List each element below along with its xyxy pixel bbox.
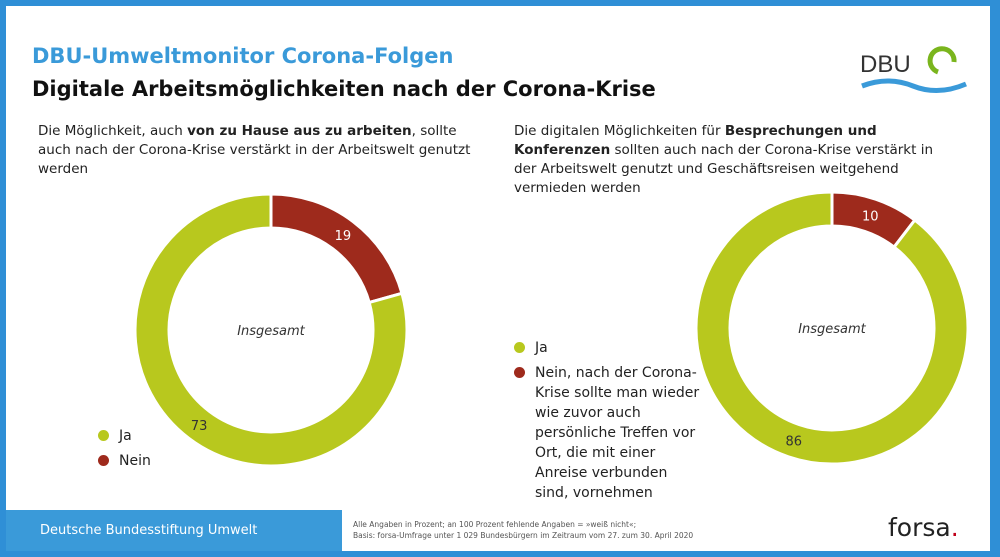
legend-item-nein: Nein, nach der Corona-Krise sollte man w…: [514, 363, 714, 503]
forsa-logo: forsa.: [888, 513, 959, 542]
footer-org: Deutsche Bundesstiftung Umwelt: [6, 510, 342, 551]
left-question: Die Möglichkeit, auch von zu Hause aus z…: [38, 123, 471, 177]
legend-swatch-nein: [514, 367, 525, 378]
data-label-ja: 73: [191, 419, 208, 434]
left-legend: Ja Nein: [98, 426, 151, 471]
legend-swatch-ja: [98, 430, 109, 441]
data-label-nein: 10: [862, 209, 879, 224]
data-label-ja: 86: [785, 435, 802, 450]
donut-slice-ja: [133, 192, 409, 468]
right-legend: Ja Nein, nach der Corona-Krise sollte ma…: [514, 338, 714, 503]
data-label-nein: 19: [335, 229, 352, 244]
slide-subtitle: DBU-Umweltmonitor Corona-Folgen: [32, 44, 454, 68]
right-question: Die digitalen Möglichkeiten für Besprech…: [514, 123, 934, 196]
center-label: Insgesamt: [237, 324, 305, 339]
legend-swatch-nein: [98, 455, 109, 466]
donut-slice-nein: [269, 192, 404, 305]
slide-title: Digitale Arbeitsmöglichkeiten nach der C…: [32, 77, 656, 101]
logo-text: DBU: [860, 51, 911, 78]
legend-item-ja: Ja: [514, 338, 714, 358]
donut-slice-ja: [694, 190, 970, 466]
dbu-logo: DBU: [860, 46, 967, 93]
footer-note: Alle Angaben in Prozent; an 100 Prozent …: [353, 520, 694, 540]
legend-item-nein: Nein: [98, 451, 151, 471]
legend-item-ja: Ja: [98, 426, 151, 446]
legend-swatch-ja: [514, 342, 525, 353]
center-label: Insgesamt: [798, 322, 866, 337]
